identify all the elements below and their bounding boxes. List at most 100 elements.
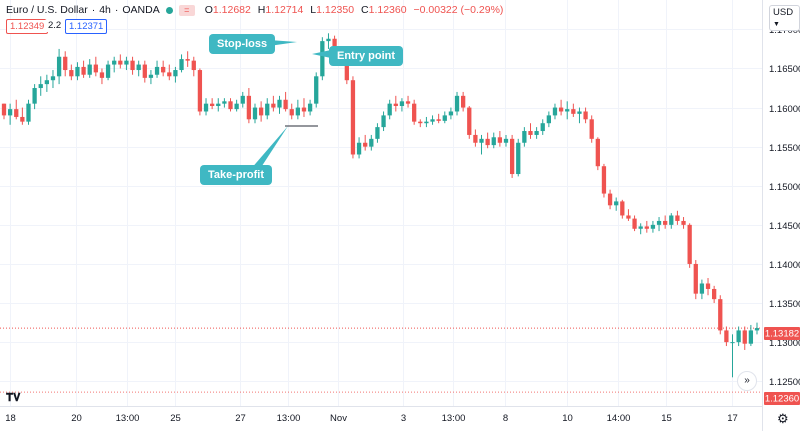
currency-button[interactable]: USD ▼ (769, 5, 800, 31)
candle-body (363, 142, 368, 147)
separator: · (91, 4, 96, 16)
candle-body (516, 142, 521, 175)
candle-body (118, 60, 123, 65)
candle-body (161, 66, 166, 73)
candle-body (448, 111, 454, 116)
candle-body (26, 103, 31, 122)
candles (1, 33, 760, 378)
gear-icon[interactable]: ⚙ (777, 411, 789, 426)
candle-body (607, 193, 613, 206)
candle-body (179, 59, 184, 71)
entry-point-callout: Entry point (329, 46, 404, 66)
candle-body (375, 127, 380, 139)
candle-body (620, 201, 625, 216)
time-tick-label: 27 (235, 413, 246, 424)
candle-body (344, 60, 349, 81)
scroll-right-icon[interactable]: » (737, 371, 757, 391)
change-value: −0.00322 (−0.29%) (413, 4, 504, 16)
candle-body (332, 38, 337, 52)
candle-body (265, 103, 270, 116)
candle-body (742, 330, 747, 344)
candle-body (699, 283, 705, 294)
candle-body (589, 119, 594, 139)
entry-point-pointer (312, 50, 331, 58)
sell-price-button[interactable]: 1.12349 (6, 19, 49, 34)
market-status-icon (165, 6, 173, 14)
candle-body (20, 116, 25, 122)
take-profit-pointer (250, 126, 288, 172)
candle-body (479, 138, 484, 143)
candle-body (497, 137, 503, 143)
candle-body (491, 137, 496, 146)
candle-body (197, 70, 203, 112)
candle-body (503, 138, 509, 143)
candle-body (314, 76, 319, 104)
candle-body (454, 95, 460, 112)
candle-body (148, 74, 154, 78)
time-axis[interactable]: 18 20 13:00 25 27 13:00 Nov 3 13:00 8 10 14:00 15 17 (5, 413, 738, 424)
low-price-tag: 1.12360 (765, 394, 799, 405)
time-tick-label: 18 (5, 413, 16, 424)
candle-body (14, 109, 19, 117)
candle-body (75, 66, 80, 77)
compare-equal-icon[interactable]: = (178, 4, 195, 16)
candle-body (277, 99, 282, 108)
candle-body (675, 215, 680, 221)
stop-loss-callout: Stop-loss (209, 34, 276, 54)
candle-body (154, 66, 160, 75)
candle-body (663, 220, 668, 225)
candle-body (240, 95, 245, 104)
buy-price-button[interactable]: 1.12371 (65, 19, 108, 34)
candle-body (681, 220, 686, 225)
candle-body (301, 107, 307, 112)
candle-body (669, 215, 674, 225)
candle-body (393, 103, 398, 107)
separator: · (114, 4, 119, 16)
candle-body (56, 56, 62, 77)
candle-body (724, 330, 729, 343)
candle-body (656, 220, 662, 225)
candle-body (142, 64, 147, 78)
candle-body (191, 60, 196, 71)
time-tick-label: 13:00 (277, 413, 301, 424)
tradingview-logo-icon[interactable]: 𝐓𝐕 (6, 392, 21, 404)
price-tick-label: 1.12500 (769, 377, 800, 388)
candle-body (99, 72, 105, 78)
candle-body (105, 64, 111, 78)
candle-body (552, 107, 558, 116)
open-value: 1.12682 (212, 4, 251, 16)
time-tick-label: 13:00 (442, 413, 466, 424)
symbol-name[interactable]: Euro / U.S. Dollar (6, 4, 88, 16)
price-tick-label: 1.16000 (769, 104, 800, 115)
timeframe[interactable]: 4h (99, 4, 111, 16)
candle-body (705, 283, 711, 289)
candle-body (718, 299, 723, 331)
candle-body (687, 224, 692, 264)
candle-body (754, 328, 760, 331)
candle-body (558, 107, 564, 112)
candle-body (565, 109, 570, 112)
candle-body (112, 60, 117, 65)
candle-body (467, 107, 472, 135)
candle-body (412, 103, 417, 122)
chevron-down-icon: ▼ (773, 21, 780, 28)
take-profit-callout: Take-profit (200, 165, 273, 185)
candle-body (289, 109, 294, 116)
candle-body (418, 121, 423, 124)
candle-body (1, 103, 7, 116)
candle-body (130, 60, 135, 71)
annotation-leaders (250, 39, 331, 172)
candle-body (748, 330, 754, 344)
time-tick-label: 15 (661, 413, 672, 424)
time-tick-label: Nov (330, 413, 347, 424)
high-value: 1.12714 (265, 4, 304, 16)
last-price-tag: 1.13182 (765, 329, 799, 340)
candle-body (173, 70, 178, 77)
time-tick-label: 14:00 (607, 413, 631, 424)
open-label: O (204, 4, 213, 16)
candle-body (387, 103, 392, 116)
candle-body (381, 115, 386, 128)
price-lines (0, 327, 762, 393)
time-tick-label: 17 (727, 413, 738, 424)
